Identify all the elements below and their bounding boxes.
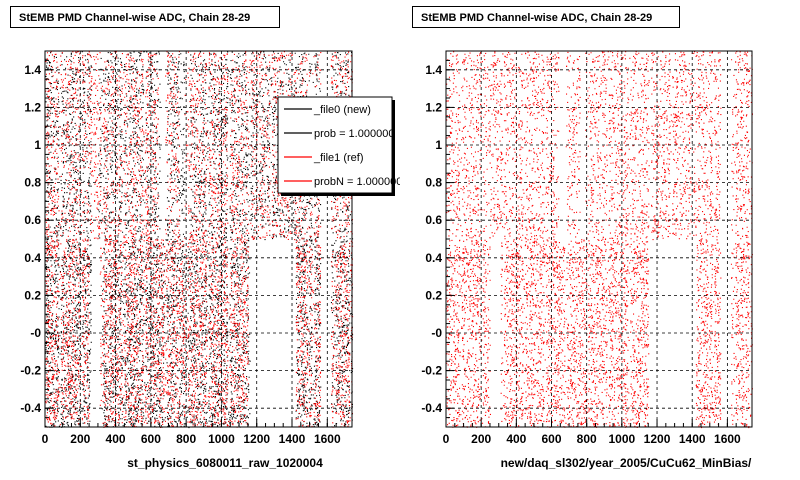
- x-tick-label: 1600: [314, 432, 341, 446]
- chart-title-left: StEMB PMD Channel-wise ADC, Chain 28-29: [10, 6, 280, 28]
- x-tick-label: 200: [70, 432, 90, 446]
- y-tick-label: -0.2: [421, 364, 442, 378]
- x-tick-label: 800: [176, 432, 196, 446]
- x-tick-label: 400: [506, 432, 526, 446]
- x-tick-label: 0: [443, 432, 450, 446]
- scatter-plot-right: 0 200 400 600 800 1000 1200 1400 1600 -0.4 -0.2 -0 0…: [421, 50, 753, 446]
- x-axis-label-right: new/daq_sl302/year_2005/CuCu62_MinBias/: [500, 456, 752, 470]
- chart-title-right: StEMB PMD Channel-wise ADC, Chain 28-29: [412, 6, 680, 28]
- y-tick-label: 1: [435, 138, 442, 152]
- scatter-plot-left: 0 200 400 600 800 1000 1200 1400 1600 -0.4 -0.2 -0 0…: [20, 50, 400, 446]
- y-tick-label: 1.4: [425, 63, 442, 77]
- y-tick-label: 0.2: [24, 288, 41, 302]
- legend-label: _file0 (new): [313, 104, 371, 116]
- y-tick-label: 0.8: [24, 176, 41, 190]
- data-points: [45, 51, 354, 429]
- y-tick-label: 1.4: [24, 63, 41, 77]
- x-tick-label: 600: [542, 432, 562, 446]
- x-tick-label: 600: [141, 432, 161, 446]
- x-tick-label: 200: [471, 432, 491, 446]
- x-tick-label: 800: [577, 432, 597, 446]
- series-upper-band: [45, 51, 354, 241]
- x-tick-label: 400: [106, 432, 126, 446]
- series-upper-band: [45, 51, 353, 241]
- y-tick-label: -0.4: [20, 401, 41, 415]
- x-tick-label: 1000: [208, 432, 235, 446]
- y-tick-label: 0.4: [24, 251, 41, 265]
- x-tick-label: 1200: [243, 432, 270, 446]
- x-tick-label: 1400: [679, 432, 706, 446]
- x-tick-label: 1600: [714, 432, 741, 446]
- y-tick-label: 0.6: [425, 213, 442, 227]
- y-tick-label: 0.4: [425, 251, 442, 265]
- legend-label: _file1 (ref): [313, 152, 364, 164]
- y-tick-label: 0.8: [425, 176, 442, 190]
- x-tick-label: 1000: [609, 432, 636, 446]
- data-points: [446, 51, 753, 429]
- series-lower-band: [45, 239, 354, 429]
- legend-label: probN = 1.000000: [314, 176, 400, 188]
- y-tick-label: -0.4: [421, 401, 442, 415]
- y-tick-label: 1.2: [24, 100, 41, 114]
- y-tick-label: 0.6: [24, 213, 41, 227]
- x-axis-label-left: st_physics_6080011_raw_1020004: [127, 456, 323, 470]
- y-tick-label: 0.2: [425, 288, 442, 302]
- legend: _file0 (new) prob = 1.000000 _file1 (ref) p…: [277, 96, 400, 196]
- y-tick-label: -0.2: [20, 364, 41, 378]
- series-upper-band: [446, 51, 753, 241]
- y-tick-label: -0: [431, 326, 442, 340]
- x-tick-label: 1200: [644, 432, 671, 446]
- x-tick-label: 0: [42, 432, 49, 446]
- y-tick-label: -0: [30, 326, 41, 340]
- x-tick-label: 1400: [279, 432, 306, 446]
- legend-box: [277, 96, 393, 194]
- y-tick-label: 1: [34, 138, 41, 152]
- y-tick-label: 1.2: [425, 100, 442, 114]
- legend-label: prob = 1.000000: [314, 128, 394, 140]
